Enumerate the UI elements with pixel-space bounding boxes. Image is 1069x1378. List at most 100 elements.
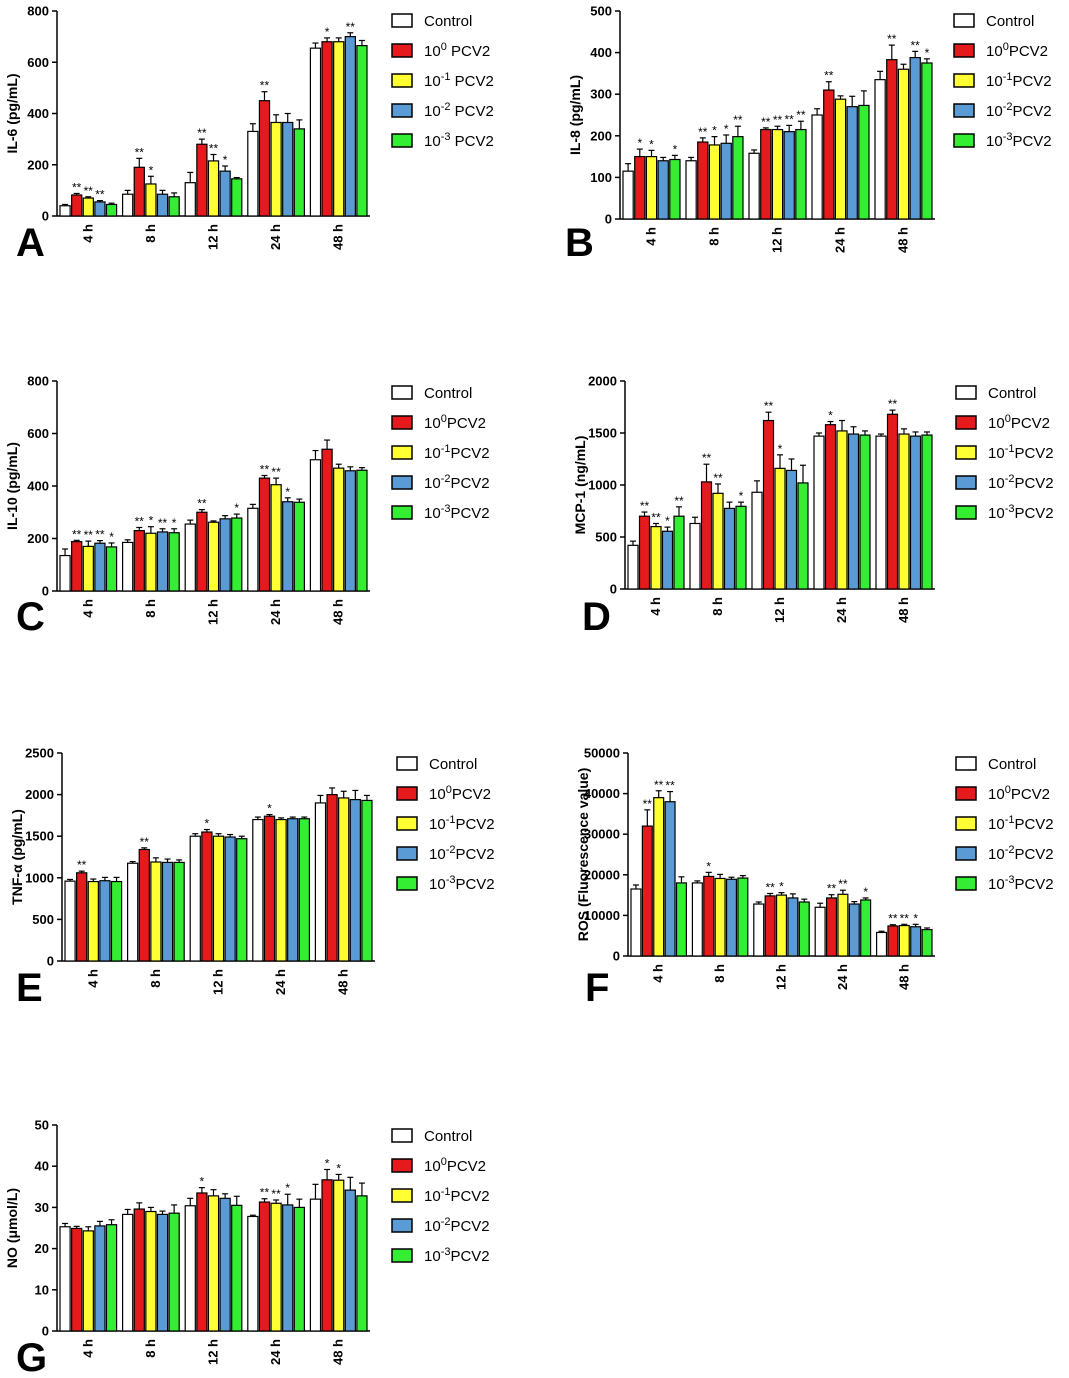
bar [771, 128, 784, 220]
y-tick-label: 0 [42, 209, 49, 224]
significance-mark: * [828, 409, 833, 423]
bar [309, 47, 322, 217]
legend-swatch [953, 73, 975, 88]
y-tick-label: 200 [590, 128, 612, 143]
bar [824, 424, 837, 590]
x-tick-label: 48 h [331, 224, 346, 250]
bar [71, 194, 83, 217]
bar [156, 193, 169, 217]
bar [897, 68, 910, 220]
significance-mark: * [234, 501, 239, 515]
bar [219, 518, 231, 592]
x-tick-label: 48 h [896, 597, 911, 623]
y-tick-label: 1500 [588, 426, 617, 441]
legend-label: 10-3PCV2 [988, 503, 1054, 522]
x-tick-label: 4 h [80, 1339, 95, 1358]
bar [287, 818, 299, 962]
bar [121, 193, 134, 217]
bar [258, 477, 271, 592]
significance-mark: ** [900, 911, 910, 925]
significance-mark: * [739, 489, 744, 503]
bar [298, 818, 310, 962]
significance-mark: ** [674, 494, 684, 508]
bar [145, 532, 157, 592]
y-tick-label: 20000 [584, 867, 620, 882]
panel-letter: F [585, 966, 609, 1010]
legend-label: 10-2PCV2 [988, 473, 1054, 492]
significance-mark: * [913, 911, 918, 925]
y-tick-label: 600 [27, 55, 49, 70]
bar [282, 1204, 294, 1332]
legend-swatch [391, 1188, 413, 1203]
legend-swatch [955, 786, 977, 801]
legend-swatch [396, 846, 418, 861]
bar [231, 178, 243, 217]
bar [823, 89, 835, 220]
bar [836, 430, 848, 590]
x-tick-label: 4 h [85, 969, 100, 988]
bar [82, 197, 94, 217]
significance-mark: ** [197, 497, 207, 511]
y-tick-label: 0 [47, 954, 54, 969]
bar [270, 484, 282, 592]
bar [814, 906, 826, 957]
significance-mark: ** [140, 835, 150, 849]
bar [94, 201, 106, 217]
significance-mark: ** [702, 451, 712, 465]
legend-swatch [955, 846, 977, 861]
bar [133, 1208, 145, 1332]
bar [121, 1213, 134, 1332]
bar [641, 825, 653, 957]
bar [787, 897, 799, 957]
x-tick-label: 4 h [80, 224, 95, 243]
bar [196, 143, 208, 217]
significance-mark: * [665, 514, 670, 528]
bar [133, 166, 145, 217]
panel-letter: A [16, 221, 45, 265]
legend-label: Control [424, 385, 472, 402]
bar [333, 1179, 345, 1332]
significance-mark: * [925, 46, 930, 60]
legend-swatch [955, 415, 977, 430]
significance-mark: ** [95, 188, 105, 202]
x-tick-label: 4 h [648, 597, 663, 616]
significance-mark: ** [713, 471, 723, 485]
x-tick-label: 24 h [268, 224, 283, 250]
bar [258, 1201, 271, 1332]
bar [703, 875, 715, 957]
bar [293, 501, 305, 592]
bar [638, 515, 651, 590]
y-tick-label: 30000 [584, 827, 620, 842]
bar [798, 901, 810, 957]
legend-label: 10-3PCV2 [424, 503, 490, 522]
bar [247, 507, 259, 592]
y-tick-label: 50000 [584, 746, 620, 761]
bar [156, 531, 169, 592]
y-tick-label: 30 [35, 1200, 49, 1215]
significance-mark: * [149, 163, 154, 177]
y-tick-label: 2500 [25, 746, 54, 761]
y-tick-label: 10 [35, 1282, 49, 1297]
y-axis-label: IL-10 (pg/mL) [4, 442, 20, 530]
bar [71, 1227, 83, 1332]
bar [94, 1225, 106, 1332]
legend-swatch [955, 505, 977, 520]
bar [361, 799, 373, 962]
legend: Control 100PCV2 10-1PCV2 10-2PCV2 10-3PCV2 [953, 13, 1052, 150]
significance-mark: * [325, 25, 330, 39]
bar [333, 41, 345, 217]
bar [785, 469, 798, 590]
bar [309, 459, 322, 592]
legend-swatch [391, 505, 413, 520]
legend-label: 100PCV2 [986, 41, 1048, 60]
y-tick-label: 40000 [584, 786, 620, 801]
legend-label: Control [424, 13, 472, 30]
significance-mark: * [200, 1175, 205, 1189]
legend-swatch [391, 13, 413, 28]
legend-swatch [396, 786, 418, 801]
bar [732, 136, 744, 220]
bar [270, 121, 282, 217]
bar [82, 545, 94, 592]
x-tick-label: 12 h [206, 599, 221, 625]
legend-swatch [953, 43, 975, 58]
